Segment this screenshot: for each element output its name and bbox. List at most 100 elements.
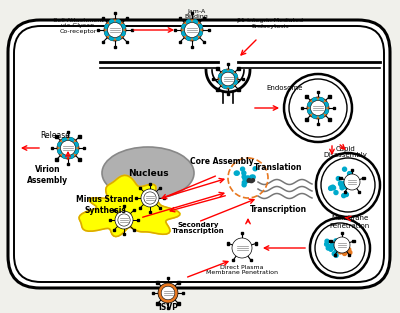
Bar [328, 95, 330, 98]
Circle shape [234, 171, 238, 175]
Circle shape [181, 19, 203, 41]
Circle shape [219, 80, 223, 84]
Bar [56, 158, 58, 161]
Circle shape [219, 74, 223, 78]
Circle shape [105, 24, 109, 29]
Text: Direct Plasma
Membrane Penetration: Direct Plasma Membrane Penetration [206, 264, 278, 275]
Bar [216, 67, 218, 69]
Bar [109, 219, 111, 221]
Circle shape [182, 24, 186, 29]
Circle shape [312, 114, 317, 118]
Circle shape [339, 182, 343, 186]
Circle shape [344, 192, 348, 197]
Circle shape [248, 178, 251, 182]
Circle shape [315, 223, 365, 273]
Bar [178, 281, 180, 284]
Circle shape [110, 20, 114, 24]
Circle shape [223, 70, 227, 74]
Circle shape [332, 252, 336, 256]
Bar [78, 136, 80, 138]
Bar [182, 292, 184, 294]
Circle shape [338, 250, 342, 254]
Ellipse shape [102, 147, 194, 199]
Circle shape [246, 176, 250, 180]
Circle shape [118, 214, 130, 226]
Bar [232, 259, 234, 261]
Bar [167, 307, 169, 309]
Circle shape [308, 109, 312, 113]
Bar [179, 41, 181, 43]
Circle shape [57, 137, 79, 159]
Bar [167, 277, 169, 279]
Bar [156, 302, 158, 305]
Circle shape [336, 249, 340, 254]
Bar [344, 191, 346, 193]
Circle shape [338, 181, 342, 185]
Bar [212, 78, 214, 80]
Bar [139, 187, 141, 189]
Text: Jam-A
Binding: Jam-A Binding [184, 8, 208, 19]
Text: Core Assembly: Core Assembly [190, 157, 254, 167]
Circle shape [58, 142, 62, 147]
Circle shape [121, 31, 125, 35]
Bar [102, 41, 104, 43]
Bar [226, 242, 229, 244]
Bar [51, 147, 53, 149]
Circle shape [342, 248, 346, 252]
Bar [133, 229, 135, 231]
Circle shape [330, 245, 334, 249]
Circle shape [249, 180, 252, 182]
Text: Cell Attachment
via Glycan
Co-receptor: Cell Attachment via Glycan Co-receptor [53, 18, 103, 34]
Text: Endosome: Endosome [267, 85, 303, 91]
Circle shape [247, 179, 250, 182]
Circle shape [312, 98, 317, 102]
Bar [149, 183, 151, 185]
Circle shape [331, 185, 335, 189]
Bar [329, 240, 332, 243]
Circle shape [252, 179, 254, 182]
Text: Secondary
Transcription: Secondary Transcription [172, 222, 224, 234]
Circle shape [115, 211, 133, 229]
Bar [317, 123, 319, 125]
Circle shape [330, 244, 334, 248]
Circle shape [110, 36, 114, 40]
Circle shape [240, 167, 244, 171]
Circle shape [321, 158, 375, 212]
Circle shape [244, 179, 248, 183]
Bar [149, 211, 151, 213]
Bar [126, 41, 128, 43]
Circle shape [141, 189, 159, 207]
Circle shape [116, 20, 120, 24]
Circle shape [340, 243, 344, 247]
Circle shape [325, 242, 329, 246]
Circle shape [229, 70, 233, 74]
Circle shape [251, 175, 255, 179]
Circle shape [340, 186, 344, 190]
Bar [334, 254, 336, 256]
Bar [341, 232, 343, 234]
Bar [306, 95, 308, 98]
Circle shape [348, 183, 352, 187]
Bar [339, 177, 342, 179]
Circle shape [182, 31, 186, 35]
Bar [159, 187, 161, 189]
Text: Nucleus: Nucleus [128, 168, 168, 177]
Circle shape [233, 74, 237, 78]
Circle shape [346, 179, 350, 183]
Circle shape [74, 149, 78, 153]
Text: Translation: Translation [254, 163, 302, 172]
Bar [113, 209, 115, 211]
Bar [139, 207, 141, 209]
Bar [126, 17, 128, 19]
Circle shape [334, 239, 338, 243]
Circle shape [329, 186, 333, 190]
Circle shape [232, 238, 252, 258]
Circle shape [316, 153, 380, 217]
Circle shape [186, 20, 191, 24]
Text: Release: Release [40, 131, 70, 140]
Bar [102, 17, 104, 19]
Bar [241, 232, 243, 234]
Circle shape [348, 250, 352, 254]
Circle shape [334, 253, 338, 257]
Circle shape [330, 243, 334, 247]
